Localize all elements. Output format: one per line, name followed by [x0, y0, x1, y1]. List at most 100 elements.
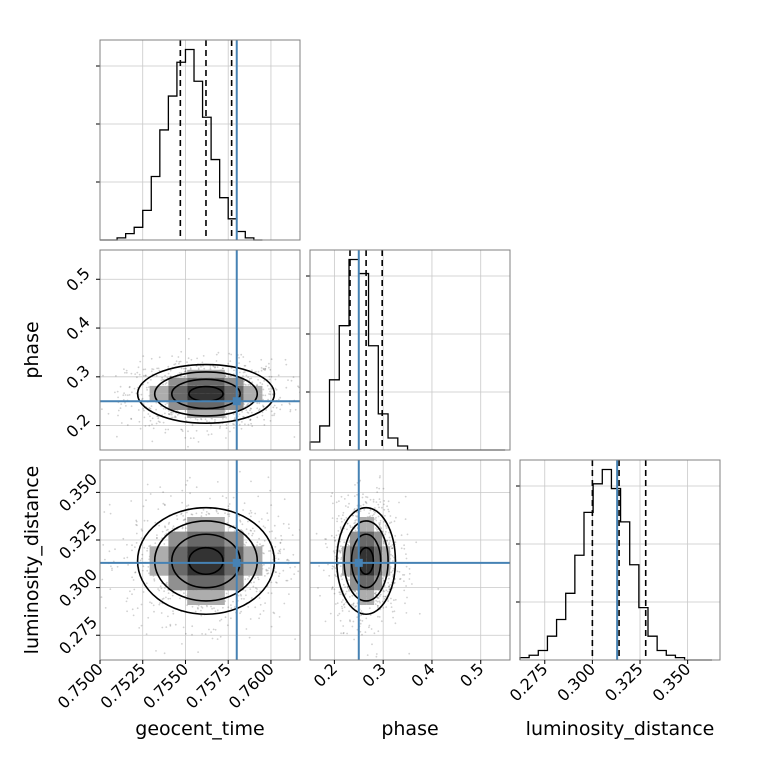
sample-point: [108, 550, 111, 553]
sample-point: [403, 574, 406, 576]
sample-point: [171, 416, 174, 419]
sample-point: [263, 552, 265, 555]
density-cell: [168, 561, 188, 576]
sample-point: [352, 602, 355, 605]
density-cell: [206, 393, 225, 402]
sample-point: [122, 394, 125, 397]
sample-point: [247, 606, 250, 608]
sample-point: [191, 605, 194, 608]
sample-point: [393, 520, 396, 523]
density-cell: [187, 561, 206, 576]
contour-0: [188, 546, 224, 576]
density-cell: [350, 531, 358, 547]
sample-point: [351, 625, 354, 628]
sample-point: [184, 437, 187, 439]
sample-point: [262, 552, 264, 554]
sample-point: [238, 356, 240, 359]
sample-point: [268, 393, 270, 395]
sample-point: [392, 616, 394, 619]
sample-point: [228, 515, 231, 518]
sample-point: [147, 413, 150, 415]
density-cell: [366, 590, 375, 605]
density-cell: [206, 402, 225, 410]
sample-point: [314, 398, 316, 400]
sample-point: [217, 351, 220, 354]
sample-point: [248, 636, 251, 639]
sample-point: [131, 391, 133, 394]
sample-point: [187, 357, 190, 360]
sample-point: [289, 403, 291, 406]
sample-point: [365, 501, 367, 504]
sample-point: [108, 503, 111, 506]
sample-point: [393, 581, 396, 584]
sample-point: [238, 515, 241, 517]
sample-point: [337, 557, 340, 559]
sample-point: [324, 542, 327, 545]
sample-point: [254, 577, 256, 579]
sample-point: [164, 525, 166, 528]
density-cell: [224, 575, 244, 591]
sample-point: [394, 622, 397, 625]
sample-point: [359, 505, 362, 507]
sample-point: [347, 506, 349, 508]
sample-point: [143, 416, 146, 419]
x-tick-label: 0.275: [506, 659, 552, 705]
sample-point: [262, 404, 264, 407]
sample-point: [383, 500, 386, 502]
sample-point: [219, 635, 222, 638]
sample-point: [140, 528, 143, 531]
sample-point: [211, 417, 213, 420]
sample-point: [190, 513, 193, 516]
sample-point: [195, 486, 198, 489]
sample-point: [294, 408, 297, 411]
sample-point: [143, 519, 146, 522]
sample-point: [362, 493, 364, 496]
sample-point: [385, 527, 388, 529]
sample-point: [155, 422, 158, 425]
sample-point: [271, 530, 273, 533]
sample-point: [331, 588, 333, 591]
sample-point: [227, 606, 230, 609]
sample-point: [375, 527, 377, 529]
density-cell: [224, 385, 244, 394]
sample-point: [136, 607, 139, 610]
sample-point: [162, 421, 165, 424]
sample-point: [375, 591, 377, 594]
sample-point: [261, 383, 264, 385]
sample-point: [345, 517, 348, 519]
sample-point: [203, 367, 206, 370]
sample-point: [155, 401, 158, 404]
sample-point: [200, 365, 202, 368]
sample-point: [392, 567, 395, 570]
density-cell: [382, 561, 391, 576]
sample-point: [142, 505, 145, 508]
sample-point: [172, 411, 174, 414]
sample-point: [224, 375, 227, 377]
sample-point: [346, 585, 349, 588]
sample-point: [136, 376, 138, 379]
sample-point: [349, 619, 351, 622]
sample-point: [371, 514, 374, 517]
sample-point: [381, 506, 383, 509]
sample-point: [354, 519, 356, 522]
sample-point: [379, 522, 382, 524]
sample-point: [387, 600, 389, 602]
sample-point: [325, 538, 327, 540]
sample-point: [250, 581, 253, 584]
sample-point: [337, 614, 339, 617]
sample-point: [237, 594, 240, 597]
sample-point: [57, 390, 59, 392]
sample-point: [286, 579, 289, 582]
sample-point: [162, 378, 164, 381]
sample-point: [344, 586, 346, 588]
sample-point: [227, 505, 230, 508]
sample-point: [254, 512, 257, 515]
sample-point: [246, 411, 249, 414]
x-tick-label: 0.325: [601, 659, 647, 705]
sample-point: [274, 387, 277, 390]
sample-point: [224, 616, 227, 619]
sample-point: [315, 592, 317, 594]
sample-point: [285, 579, 288, 582]
sample-point: [215, 360, 218, 362]
